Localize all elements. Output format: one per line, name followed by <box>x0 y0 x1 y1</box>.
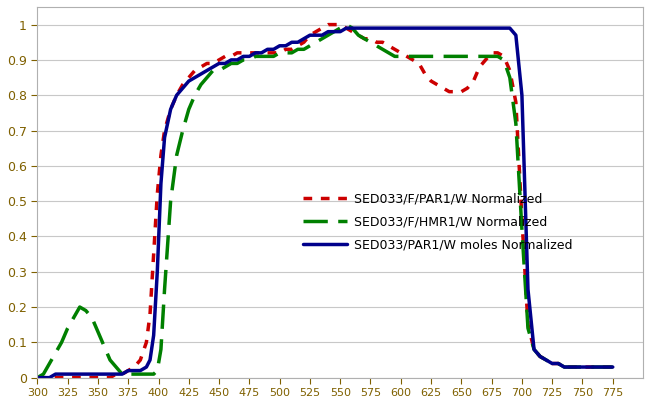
SED033/PAR1/W moles Normalized <box>343 26 350 30</box>
SED033/F/HMR1/W Normalized <box>397 54 405 59</box>
SED033/F/HMR1/W Normalized <box>476 54 484 59</box>
SED033/F/HMR1/W Normalized <box>343 22 350 27</box>
SED033/PAR1/W moles Normalized <box>33 375 41 380</box>
SED033/PAR1/W moles Normalized <box>397 26 405 30</box>
Line: SED033/F/HMR1/W Normalized: SED033/F/HMR1/W Normalized <box>37 25 613 377</box>
SED033/F/HMR1/W Normalized <box>82 308 90 313</box>
SED033/PAR1/W moles Normalized <box>300 36 307 41</box>
Legend: SED033/F/PAR1/W Normalized, SED033/F/HMR1/W Normalized, SED033/PAR1/W moles Norm: SED033/F/PAR1/W Normalized, SED033/F/HMR… <box>298 188 578 256</box>
SED033/PAR1/W moles Normalized <box>354 26 362 30</box>
SED033/F/PAR1/W Normalized <box>476 64 484 69</box>
Line: SED033/F/PAR1/W Normalized: SED033/F/PAR1/W Normalized <box>37 25 613 377</box>
SED033/F/PAR1/W Normalized <box>324 22 332 27</box>
SED033/F/HMR1/W Normalized <box>33 375 41 380</box>
SED033/F/HMR1/W Normalized <box>609 364 617 369</box>
SED033/PAR1/W moles Normalized <box>70 372 77 377</box>
SED033/PAR1/W moles Normalized <box>82 372 90 377</box>
SED033/F/HMR1/W Normalized <box>300 47 307 52</box>
SED033/F/PAR1/W Normalized <box>70 375 77 380</box>
SED033/F/HMR1/W Normalized <box>70 315 77 320</box>
SED033/PAR1/W moles Normalized <box>609 364 617 369</box>
SED033/PAR1/W moles Normalized <box>476 26 484 30</box>
SED033/F/PAR1/W Normalized <box>300 40 307 45</box>
SED033/F/PAR1/W Normalized <box>82 375 90 380</box>
Line: SED033/PAR1/W moles Normalized: SED033/PAR1/W moles Normalized <box>37 28 613 377</box>
SED033/F/PAR1/W Normalized <box>397 50 405 55</box>
SED033/F/PAR1/W Normalized <box>609 364 617 369</box>
SED033/F/PAR1/W Normalized <box>33 375 41 380</box>
SED033/F/HMR1/W Normalized <box>354 33 362 38</box>
SED033/F/PAR1/W Normalized <box>354 33 362 38</box>
